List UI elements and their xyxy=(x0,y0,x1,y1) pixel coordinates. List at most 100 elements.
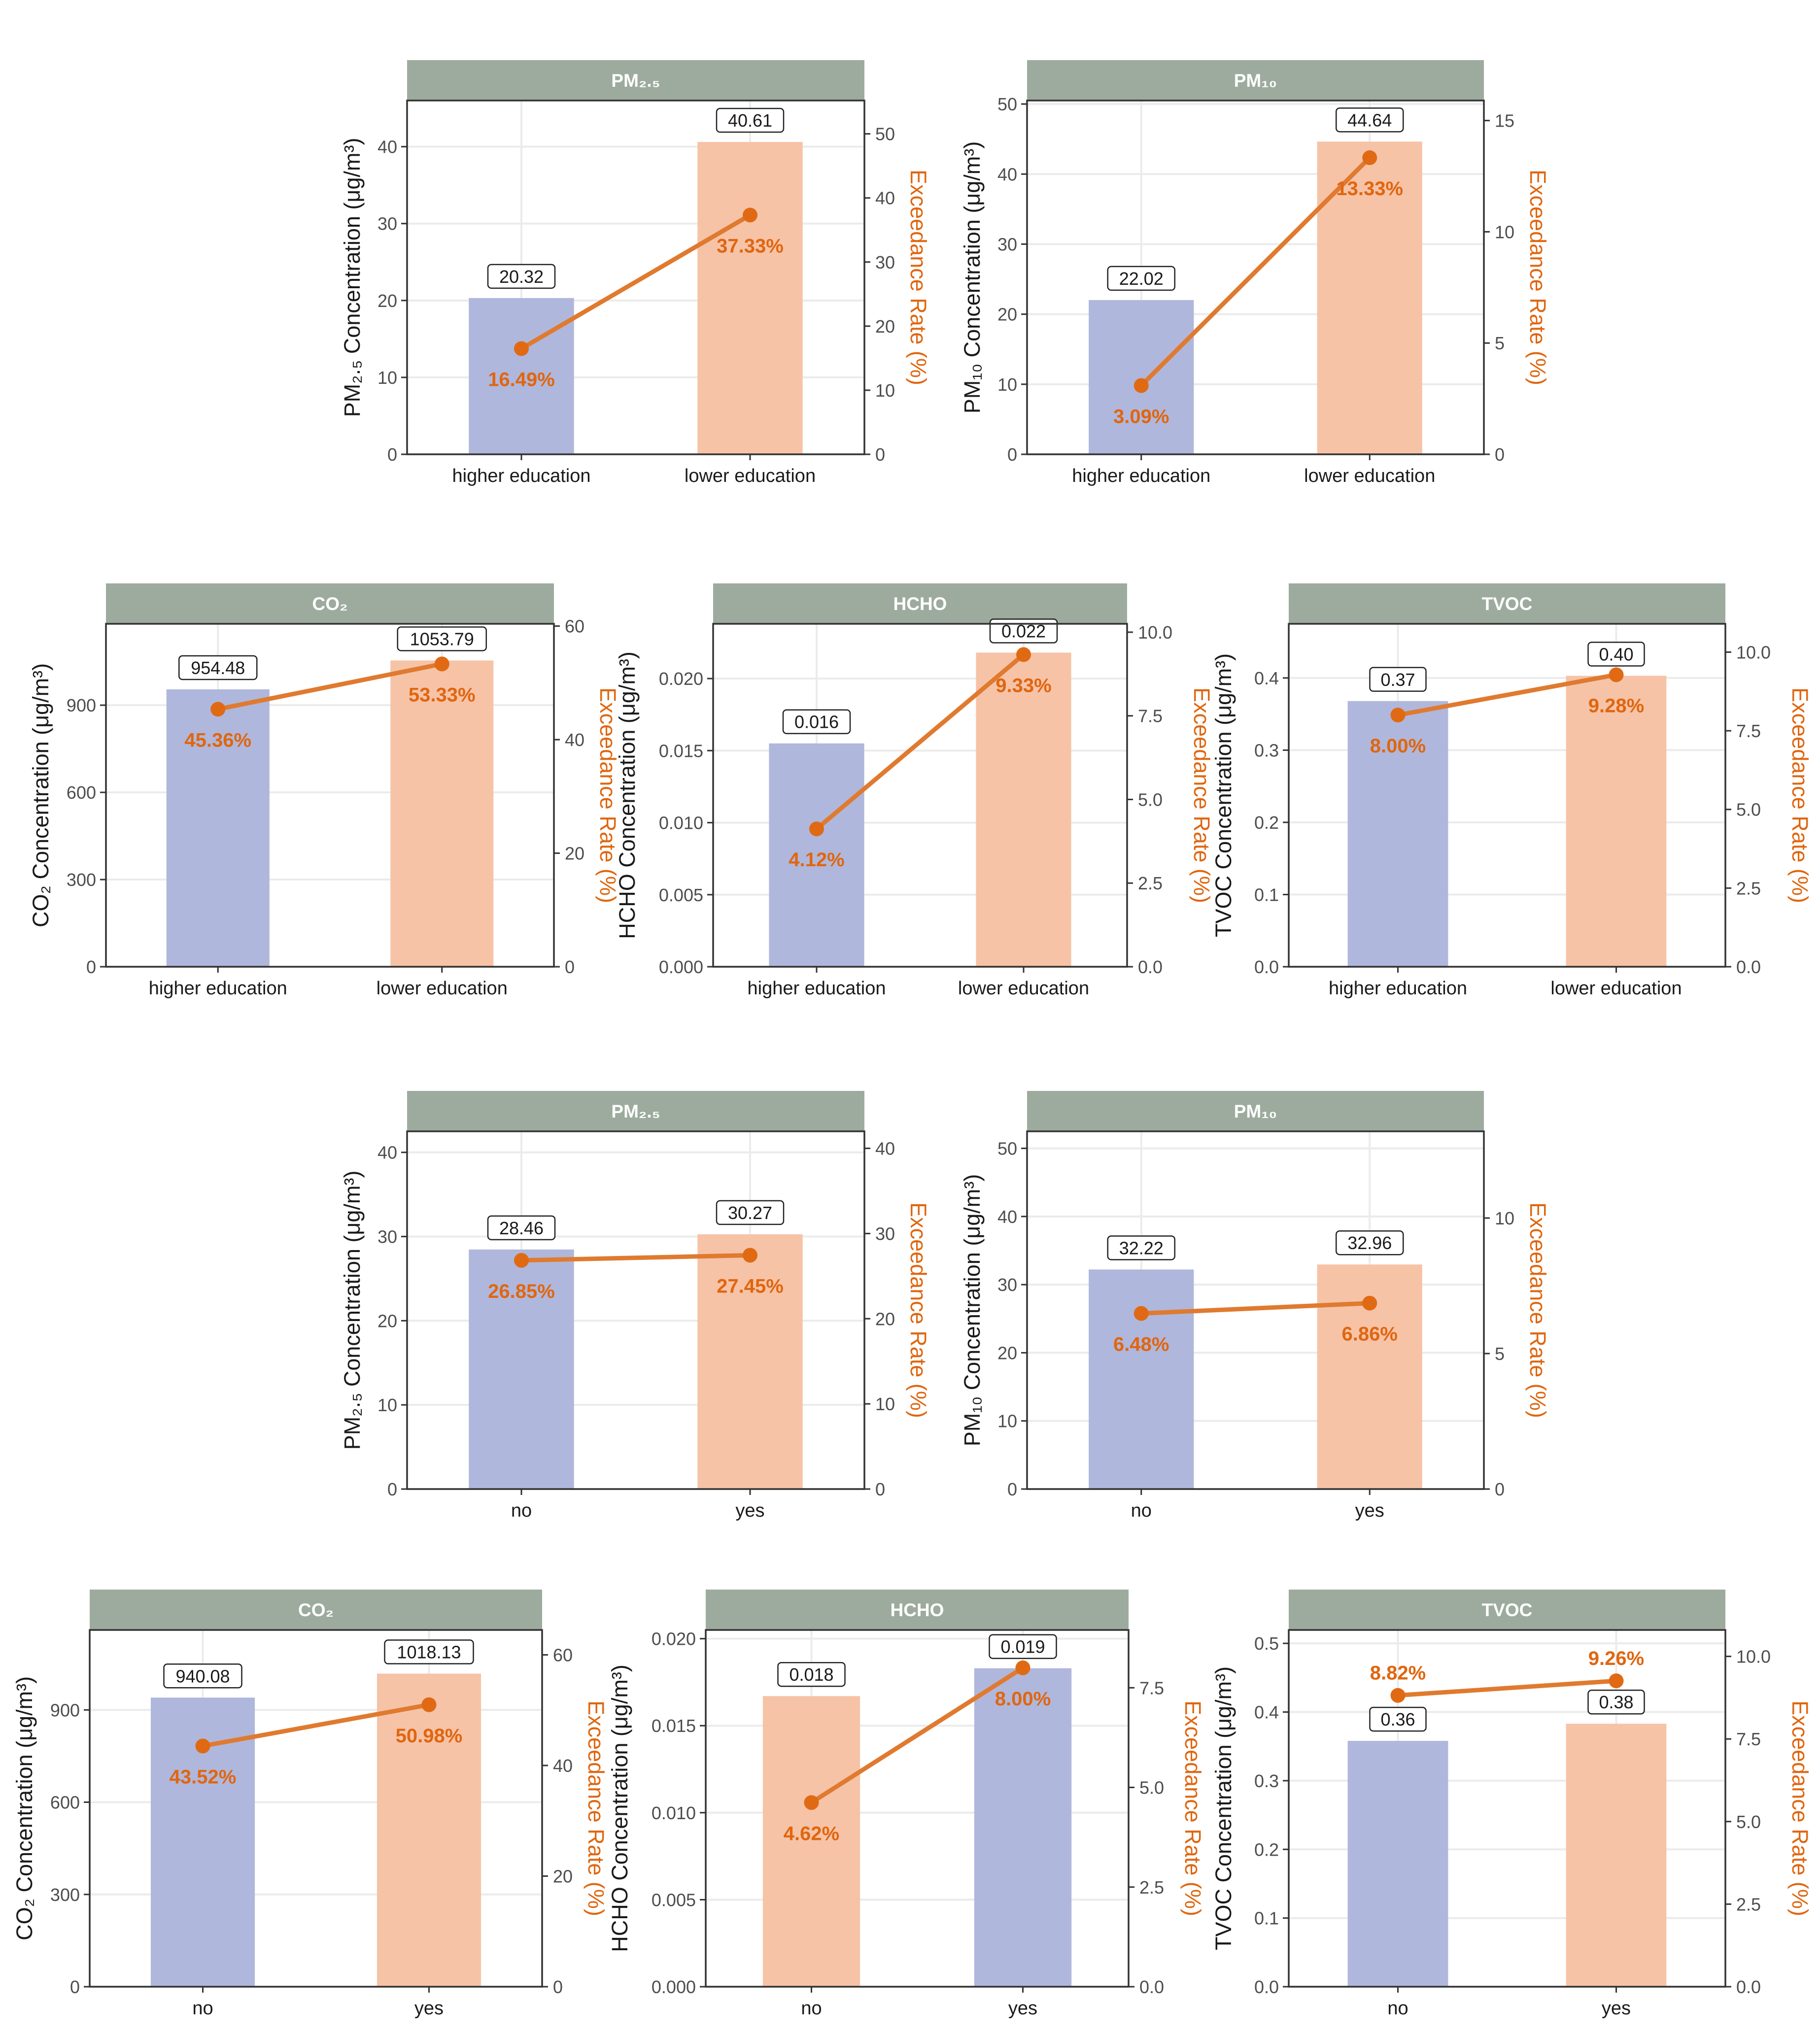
exceedance-point xyxy=(1609,667,1624,682)
exceedance-point xyxy=(1133,378,1149,393)
x-tick-label: higher education xyxy=(452,466,591,486)
y-tick-label: 0.5 xyxy=(1254,1633,1279,1654)
value-label: 32.22 xyxy=(1119,1238,1164,1258)
y2-tick-label: 30 xyxy=(875,1223,895,1244)
y2-axis-title: Exceedance Rate (%) xyxy=(1180,1700,1205,1916)
y2-tick-label: 5 xyxy=(1495,1344,1505,1364)
y-tick-label: 0.4 xyxy=(1254,668,1279,688)
y2-tick-label: 2.5 xyxy=(1138,873,1163,893)
exceedance-line xyxy=(1396,1678,1618,1698)
rate-label: 13.33% xyxy=(1336,178,1403,200)
value-label: 0.019 xyxy=(1000,1637,1045,1657)
x-tick-label: higher education xyxy=(1329,978,1467,999)
chart-panel-row3-pm25: PM₂.₅ 28.46 30.27 26.85% 27.45% 0 10 20 30 40 0 10 2… xyxy=(340,1091,931,1521)
y-axis-title: CO₂ Concentration (μg/m³) xyxy=(12,1676,37,1940)
x-tick-label: no xyxy=(801,1998,822,2019)
y2-tick-label: 5.0 xyxy=(1139,1778,1164,1798)
y-tick-label: 0.4 xyxy=(1254,1702,1279,1723)
y2-tick-label: 0.0 xyxy=(1138,957,1163,977)
value-label: 1053.79 xyxy=(410,629,474,649)
y2-tick-label: 2.5 xyxy=(1139,1877,1164,1898)
panel-frame xyxy=(1026,1130,1485,1490)
exceedance-point xyxy=(514,341,529,356)
y-tick-label: 0 xyxy=(70,1977,80,1997)
exceedance-line xyxy=(809,1665,1025,1805)
bar-yes xyxy=(377,1673,481,1987)
y2-axis-title: Exceedance Rate (%) xyxy=(1525,1202,1550,1418)
value-label-box xyxy=(1587,642,1645,667)
y-tick-label: 0.010 xyxy=(659,813,703,833)
panel-title: PM₂.₅ xyxy=(611,1101,660,1121)
exceedance-point xyxy=(743,1248,757,1263)
panel-title: HCHO xyxy=(893,594,947,614)
value-label-box xyxy=(163,1663,242,1689)
exceedance-point xyxy=(1609,1673,1624,1689)
y2-tick-label: 0.0 xyxy=(1139,1977,1164,1997)
x-tick-label: no xyxy=(511,1500,532,1521)
value-label-box xyxy=(716,107,785,133)
value-label: 954.48 xyxy=(191,658,245,678)
exceedance-point xyxy=(804,1795,819,1810)
x-tick-label: yes xyxy=(414,1998,444,2019)
exceedance-point xyxy=(743,207,757,223)
y2-tick-label: 40 xyxy=(875,188,895,208)
y2-axis-title: Exceedance Rate (%) xyxy=(1189,687,1214,903)
panel-title-strip xyxy=(713,583,1127,624)
chart-panel-row4-co2: CO₂ 940.08 1018.13 43.52% 50.98% 0 300 600 900 0 2… xyxy=(12,1590,609,2019)
panel-frame xyxy=(1288,623,1726,968)
panel-title-strip xyxy=(1027,1091,1484,1131)
y-tick-label: 10 xyxy=(378,368,397,388)
panel-frame xyxy=(1026,100,1485,455)
y2-axis-title: Exceedance Rate (%) xyxy=(595,687,620,903)
y2-tick-label: 60 xyxy=(565,616,584,637)
rate-label: 8.82% xyxy=(1370,1662,1426,1684)
value-label: 0.37 xyxy=(1380,670,1415,690)
x-tick-label: higher education xyxy=(748,978,886,999)
y-tick-label: 10 xyxy=(997,374,1017,395)
bar-lower-education xyxy=(1566,676,1667,967)
y-tick-label: 50 xyxy=(997,1139,1017,1159)
value-label: 1018.13 xyxy=(397,1642,461,1662)
y2-tick-label: 5.0 xyxy=(1736,1812,1761,1832)
y2-tick-label: 0 xyxy=(875,1479,885,1499)
chart-panel-row2-co2: CO₂ 954.48 1053.79 45.36% 53.33% 0 300 600 900 0 2… xyxy=(28,583,620,999)
y2-tick-label: 10.0 xyxy=(1736,642,1771,662)
y-tick-label: 40 xyxy=(378,137,397,157)
panel-frame xyxy=(89,1629,543,1988)
exceedance-point xyxy=(1015,1660,1030,1675)
y2-tick-label: 0 xyxy=(875,444,885,465)
y-tick-label: 0.020 xyxy=(652,1629,696,1649)
y-tick-label: 30 xyxy=(378,1227,397,1247)
bar-higher-education xyxy=(469,298,574,454)
y-tick-label: 0.1 xyxy=(1254,884,1279,905)
exceedance-point xyxy=(1362,150,1377,166)
value-label: 0.38 xyxy=(1599,1692,1633,1712)
x-tick-label: higher education xyxy=(149,978,287,999)
y-tick-label: 0 xyxy=(1007,1479,1017,1499)
y2-axis-title: Exceedance Rate (%) xyxy=(1787,1700,1813,1916)
y2-tick-label: 15 xyxy=(1495,111,1514,131)
x-tick-label: lower education xyxy=(1304,466,1435,486)
value-label-box xyxy=(989,618,1058,644)
y2-tick-label: 10.0 xyxy=(1138,622,1172,643)
panel-title: TVOC xyxy=(1482,594,1533,614)
bar-yes xyxy=(974,1668,1072,1987)
y-tick-label: 0 xyxy=(86,957,96,977)
x-tick-label: no xyxy=(1387,1998,1408,2019)
value-label-box xyxy=(1587,1689,1645,1715)
x-tick-label: no xyxy=(1131,1500,1152,1521)
rate-label: 43.52% xyxy=(170,1766,237,1788)
exceedance-point xyxy=(195,1738,210,1754)
bar-no xyxy=(1347,1741,1448,1987)
bar-higher-education xyxy=(166,689,270,967)
panel-frame xyxy=(406,1130,865,1490)
y-tick-label: 20 xyxy=(997,305,1017,325)
exceedance-point xyxy=(514,1253,529,1268)
x-tick-label: lower education xyxy=(958,978,1089,999)
y-tick-label: 30 xyxy=(378,214,397,234)
y-tick-label: 600 xyxy=(67,782,96,803)
exceedance-line xyxy=(519,212,753,351)
value-label: 0.36 xyxy=(1380,1709,1415,1730)
y-tick-label: 900 xyxy=(50,1700,80,1720)
x-tick-label: higher education xyxy=(1072,466,1210,486)
